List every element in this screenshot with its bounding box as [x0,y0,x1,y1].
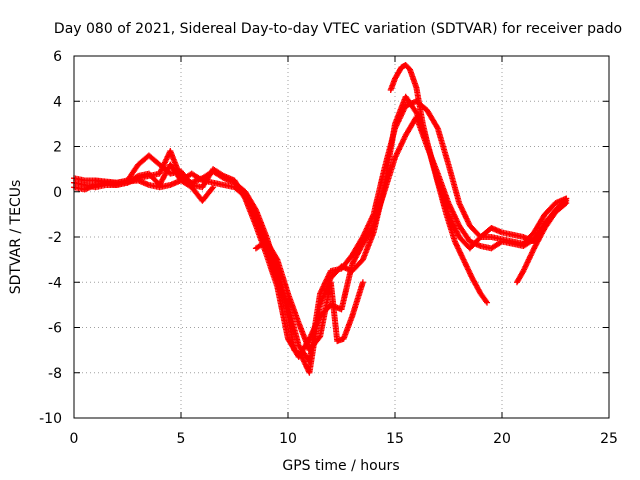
tick-layer: 0 5 10 15 20 25 -10 -8 -6 -4 -2 0 2 4 6 [39,49,618,447]
data-point [210,184,217,191]
data-point [359,279,366,286]
y-axis-label: SDTVAR / TECUs [8,180,24,295]
x-tick-label: 0 [70,431,79,447]
data-point [273,255,280,262]
x-tick-label: 5 [177,431,186,447]
series-track-7 [92,177,217,204]
data-point [369,223,376,230]
y-tick-label: 0 [53,185,62,201]
y-tick-label: 4 [53,94,62,110]
data-layer [71,62,570,376]
y-tick-label: 2 [53,140,62,156]
data-point [434,124,441,131]
y-tick-label: 6 [53,49,62,65]
data-point [316,334,323,341]
data-point [198,176,205,183]
data-point [209,185,216,192]
y-tick-label: -2 [48,230,62,246]
chart-title: Day 080 of 2021, Sidereal Day-to-day VTE… [54,21,622,37]
data-point [563,195,570,202]
x-tick-label: 20 [493,431,511,447]
y-tick-label: -4 [48,275,62,291]
x-tick-label: 25 [600,431,618,447]
x-tick-label: 10 [279,431,297,447]
data-point [484,299,491,306]
y-tick-label: -10 [39,411,62,427]
data-point [483,298,490,305]
y-tick-label: -6 [48,321,62,337]
data-point [562,196,569,203]
y-tick-label: -8 [48,366,62,382]
series-track-4 [387,62,491,306]
series-track-5 [252,238,366,354]
x-axis-label: GPS time / hours [282,458,399,474]
series-track-6 [513,195,570,286]
x-tick-label: 15 [386,431,404,447]
